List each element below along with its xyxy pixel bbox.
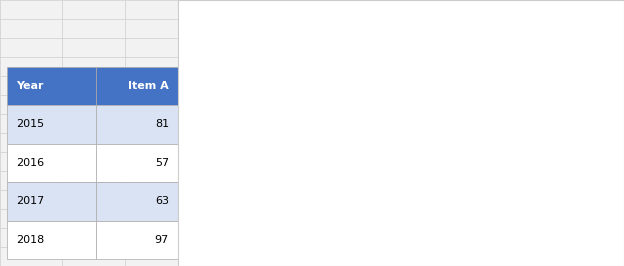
Bar <box>238 98 291 234</box>
FancyBboxPatch shape <box>96 105 178 144</box>
Text: 81: 81 <box>155 119 169 129</box>
FancyBboxPatch shape <box>7 182 96 221</box>
Text: 57: 57 <box>155 158 169 168</box>
Bar <box>431 128 483 234</box>
Text: 2018: 2018 <box>16 235 44 245</box>
FancyBboxPatch shape <box>7 105 96 144</box>
FancyBboxPatch shape <box>96 144 178 182</box>
Text: Year: Year <box>16 81 44 91</box>
Text: 2016: 2016 <box>16 158 44 168</box>
Bar <box>334 138 387 234</box>
FancyBboxPatch shape <box>7 66 96 105</box>
Text: 2015: 2015 <box>16 119 44 129</box>
Text: Item A: Item A <box>128 81 169 91</box>
FancyBboxPatch shape <box>96 221 178 259</box>
FancyBboxPatch shape <box>7 221 96 259</box>
Title: Revenue by Year: Revenue by Year <box>345 12 472 27</box>
Text: 97: 97 <box>155 235 169 245</box>
Text: 63: 63 <box>155 197 169 206</box>
FancyBboxPatch shape <box>96 66 178 105</box>
FancyBboxPatch shape <box>7 144 96 182</box>
FancyBboxPatch shape <box>96 182 178 221</box>
Bar <box>526 71 579 234</box>
Text: 2017: 2017 <box>16 197 44 206</box>
